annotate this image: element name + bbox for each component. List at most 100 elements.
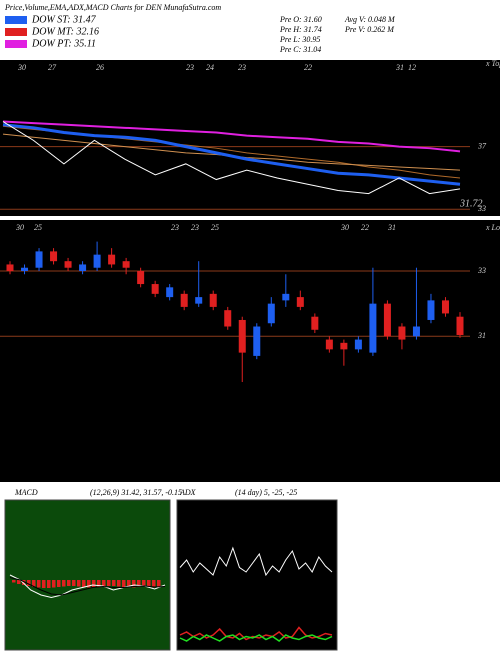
macd-histogram-bar [102, 580, 106, 587]
macd-histogram-bar [17, 580, 21, 584]
date-label: 30 [15, 223, 24, 232]
macd-histogram-bar [147, 580, 151, 587]
candle-body [108, 254, 116, 265]
stat-label: Pre H: 31.74 [279, 25, 322, 34]
macd-histogram-bar [97, 580, 101, 587]
stat-label: Pre L: 30.95 [279, 35, 320, 44]
candle-body [427, 300, 435, 320]
ema-line [2, 121, 461, 195]
panel-title: MACD [14, 488, 38, 497]
candle-body [267, 303, 275, 324]
macd-histogram-bar [22, 580, 26, 585]
candle-body [456, 316, 464, 335]
candle-body [383, 303, 391, 337]
macd-histogram-bar [137, 580, 141, 587]
panel-title: ADX [179, 488, 197, 497]
date-label: 31 [387, 223, 396, 232]
date-label: 26 [96, 63, 104, 72]
date-label: 23 [191, 223, 199, 232]
candle-body [238, 319, 246, 353]
legend-swatch [5, 16, 27, 24]
macd-histogram-bar [82, 580, 86, 587]
candle-body [6, 264, 14, 271]
candle-body [253, 326, 261, 356]
macd-histogram-bar [152, 580, 156, 588]
candle-body [354, 339, 362, 350]
candle-body [79, 264, 87, 271]
adx-panel [176, 499, 338, 651]
macd-histogram-bar [92, 580, 96, 588]
panel-subtitle: (12,26,9) 31.42, 31.57, -0.15 [90, 488, 182, 497]
candle-body [166, 287, 174, 298]
date-label: 24 [206, 63, 214, 72]
candle-body [122, 261, 130, 268]
candle-panel [0, 220, 500, 482]
candle-body [209, 293, 217, 307]
legend-label: DOW PT: 35.11 [31, 38, 96, 49]
candle-body [137, 270, 145, 285]
macd-histogram-bar [52, 580, 56, 588]
legend-swatch [5, 40, 27, 48]
candle-body [311, 316, 319, 330]
macd-line [9, 574, 166, 599]
panel-subtitle: (14 day) 5, -25, -25 [235, 488, 297, 497]
macd-histogram-bar [62, 580, 66, 587]
macd-histogram-bar [117, 580, 121, 587]
y-tick-label: 31 [477, 331, 486, 340]
candle-body [195, 297, 203, 304]
macd-histogram-bar [57, 580, 61, 587]
date-label: 23 [171, 223, 179, 232]
macd-histogram-bar [32, 580, 36, 587]
macd-panel [4, 499, 171, 651]
macd-histogram-bar [107, 580, 111, 586]
corner-label: x Tops [485, 59, 500, 68]
ema-panel [0, 60, 500, 216]
stat-label: Avg V: 0.048 M [344, 15, 396, 24]
macd-histogram-bar [157, 580, 161, 588]
candle-body [340, 342, 348, 350]
candle-body [398, 326, 406, 340]
stat-label: Pre O: 31.60 [279, 15, 322, 24]
candle-body [325, 339, 333, 350]
candle-body [369, 303, 377, 353]
macd-histogram-bar [77, 580, 81, 587]
ema-line [2, 120, 461, 153]
candle-body [93, 254, 101, 268]
date-label: 25 [34, 223, 42, 232]
date-label: 31 [395, 63, 404, 72]
macd-histogram-bar [72, 580, 76, 586]
page-title: Price,Volume,EMA,ADX,MACD Charts for DEN… [4, 3, 221, 12]
macd-line [9, 577, 166, 596]
macd-histogram-bar [132, 580, 136, 588]
candle-body [412, 326, 420, 337]
corner-label: x Lows [485, 223, 500, 232]
adx-line [179, 634, 333, 642]
legend-swatch [5, 28, 27, 36]
date-label: 12 [408, 63, 416, 72]
date-label: 30 [17, 63, 26, 72]
macd-histogram-bar [12, 580, 16, 583]
date-label: 23 [238, 63, 246, 72]
candle-body [296, 297, 304, 307]
date-label: 22 [361, 223, 369, 232]
macd-histogram-bar [67, 580, 71, 586]
adx-line [179, 546, 333, 577]
y-tick-label: 37 [477, 141, 487, 150]
last-price: 31.72 [459, 198, 483, 209]
macd-histogram-bar [122, 580, 126, 587]
macd-histogram-bar [142, 580, 146, 587]
date-label: 30 [340, 223, 349, 232]
date-label: 27 [48, 63, 57, 72]
candle-body [64, 261, 72, 268]
date-label: 22 [304, 63, 312, 72]
macd-histogram-bar [47, 580, 51, 588]
candle-body [21, 267, 29, 271]
date-label: 23 [186, 63, 194, 72]
candle-body [224, 310, 232, 327]
y-tick-label: 33 [477, 266, 486, 275]
candle-body [50, 251, 58, 262]
stat-label: Pre C: 31.04 [279, 45, 321, 54]
stat-label: Pre V: 0.262 M [344, 25, 395, 34]
candle-body [180, 293, 188, 307]
